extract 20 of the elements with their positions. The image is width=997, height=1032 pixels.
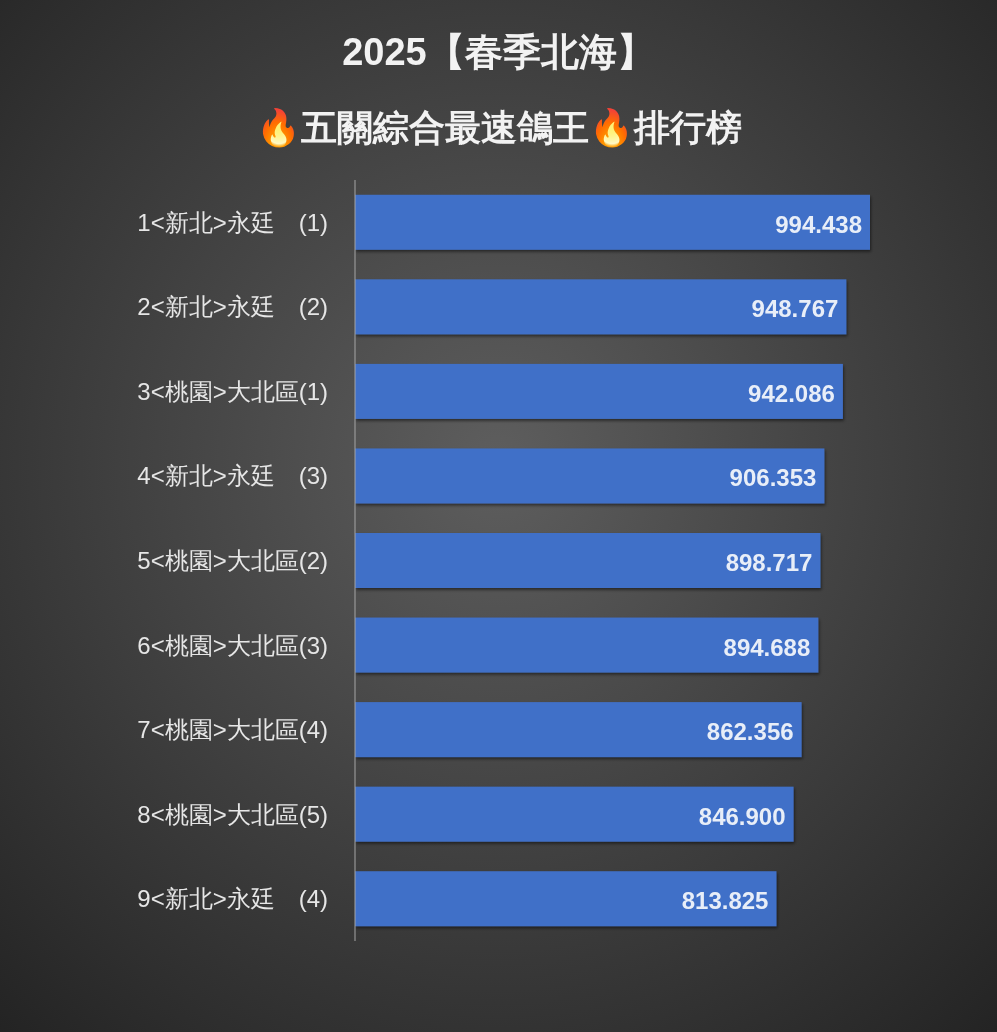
category-label: 2<新北>永廷 (2) [137,293,328,321]
category-label: 9<新北>永廷 (4) [137,885,328,913]
subtitle: 🔥五關綜合最速鴿王🔥排行榜 [255,106,742,148]
category-label: 3<桃園>大北區(1) [137,377,328,405]
value-label: 948.767 [751,295,839,323]
value-label: 994.438 [775,210,862,238]
value-label: 906.353 [729,464,817,492]
value-label: 862.356 [706,718,794,746]
value-label: 813.825 [681,887,769,915]
value-label: 846.900 [698,802,786,830]
category-label: 4<新北>永廷 (3) [137,462,328,490]
category-label: 8<桃園>大北區(5) [137,800,328,828]
value-label: 894.688 [723,633,811,661]
value-label: 942.086 [748,379,835,407]
category-label: 1<新北>永廷 (1) [137,208,328,236]
category-label: 6<桃園>大北區(3) [137,631,328,659]
category-label: 5<桃園>大北區(2) [137,547,328,574]
value-label: 898.717 [725,549,813,576]
title: 2025【春季北海】 [342,31,655,73]
category-label: 7<桃園>大北區(4) [137,716,328,744]
